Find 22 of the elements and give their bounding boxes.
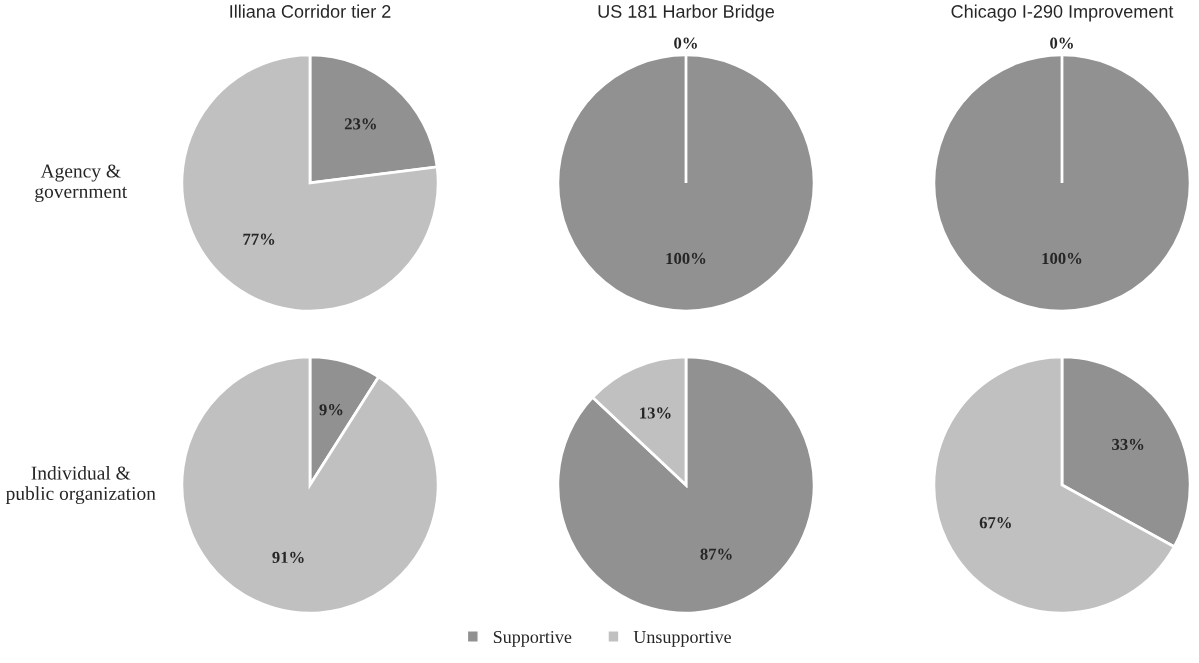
chart-title: US 181 Harbor Bridge: [598, 4, 775, 22]
chart-title: Chicago I-290 Improvement: [951, 4, 1174, 22]
data-label: 33%: [1112, 438, 1144, 451]
pie-slice: [180, 53, 440, 313]
data-label: 23%: [344, 118, 376, 130]
data-label: 100%: [1042, 252, 1082, 265]
text: 0%: [1050, 37, 1073, 49]
data-label: 77%: [243, 233, 275, 245]
data-label: 100%: [666, 252, 706, 265]
pie-slice: [556, 355, 816, 615]
data-label: 91%: [272, 551, 304, 564]
text: Agency & government: [35, 164, 128, 203]
legend-label: Supportive: [493, 630, 572, 647]
data-label: 87%: [700, 548, 732, 560]
data-label: 9%: [319, 404, 343, 416]
data-label: 67%: [979, 517, 1011, 529]
chart-title: Illiana Corridor tier 2: [230, 4, 391, 18]
data-label: 13%: [640, 407, 671, 419]
pie-slice: [180, 355, 440, 615]
legend-label: Unsupportive: [633, 630, 731, 647]
text: 0%: [674, 37, 697, 49]
text: Individual & public organization: [5, 465, 156, 505]
